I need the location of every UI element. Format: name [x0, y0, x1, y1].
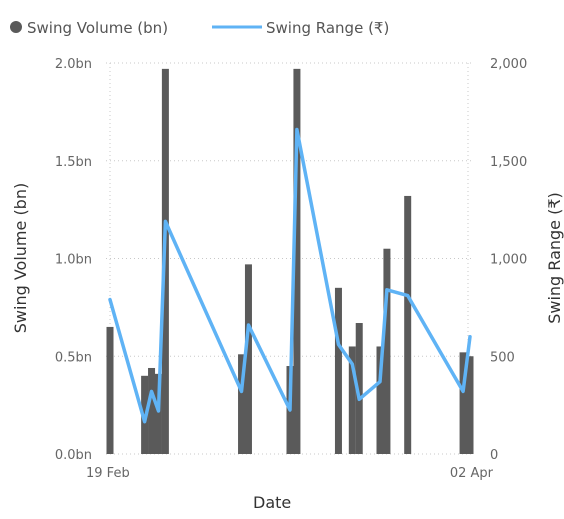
- volume-bar: [355, 323, 363, 454]
- y-right-tick-label: 500: [490, 350, 515, 365]
- x-tick-label: 19 Feb: [86, 466, 130, 481]
- x-axis-title: Date: [253, 493, 291, 512]
- y-right-axis-title: Swing Range (₹): [545, 192, 564, 324]
- volume-bar: [293, 68, 301, 455]
- volume-bar: [466, 356, 474, 454]
- y-left-tick-label: 2.0bn: [55, 57, 92, 72]
- volume-bar: [459, 352, 467, 454]
- range-line: [108, 127, 472, 424]
- volume-bar: [404, 195, 412, 454]
- volume-bar: [106, 326, 114, 454]
- y-right-tick-label: 2,000: [490, 57, 527, 72]
- volume-bar: [334, 287, 342, 454]
- y-left-ticks: 0.0bn 0.5bn 1.0bn 1.5bn 2.0bn: [55, 57, 92, 463]
- volume-bar: [383, 248, 391, 454]
- x-ticks: 19 Feb 02 Apr: [86, 466, 494, 481]
- legend-volume-label: Swing Volume (bn): [27, 19, 168, 37]
- legend-volume-marker: [10, 21, 22, 33]
- legend-range-label: Swing Range (₹): [266, 19, 389, 37]
- volume-bar: [238, 354, 246, 454]
- y-left-tick-label: 0.0bn: [55, 448, 92, 463]
- volume-bar: [154, 373, 162, 454]
- volume-bar: [244, 264, 252, 454]
- y-right-tick-label: 0: [490, 448, 498, 463]
- y-right-tick-label: 1,500: [490, 155, 527, 170]
- volume-bar: [376, 346, 384, 454]
- legend[interactable]: Swing Volume (bn) Swing Range (₹): [10, 19, 389, 37]
- y-left-tick-label: 1.5bn: [55, 155, 92, 170]
- volume-bar: [148, 367, 156, 454]
- y-right-ticks: 0 500 1,000 1,500 2,000: [490, 57, 527, 463]
- y-left-tick-label: 0.5bn: [55, 350, 92, 365]
- y-left-axis-title: Swing Volume (bn): [11, 183, 30, 333]
- volume-bar: [348, 346, 356, 454]
- y-right-tick-label: 1,000: [490, 253, 527, 268]
- x-tick-label: 02 Apr: [450, 466, 494, 481]
- y-left-tick-label: 1.0bn: [55, 253, 92, 268]
